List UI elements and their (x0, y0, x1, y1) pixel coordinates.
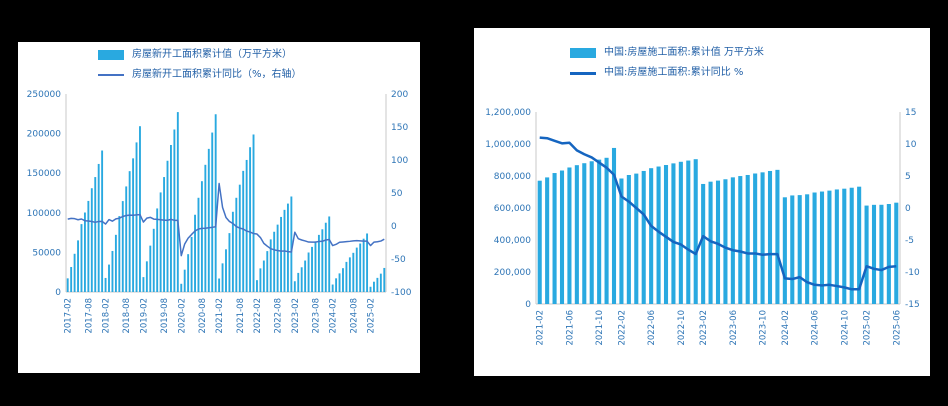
svg-text:1,000,000: 1,000,000 (485, 140, 531, 150)
svg-text:-5: -5 (905, 236, 914, 246)
svg-text:0: 0 (391, 222, 397, 232)
svg-text:2021-06: 2021-06 (565, 310, 575, 346)
legend-item-cumulative-value: 中国:房屋施工面积:累计值 万平方米 (570, 46, 910, 61)
svg-text:150: 150 (391, 123, 408, 133)
svg-text:50: 50 (391, 189, 403, 199)
legend-label: 房屋新开工面积累计同比（%，右轴） (132, 68, 302, 80)
svg-text:800,000: 800,000 (494, 172, 531, 182)
svg-text:50000: 50000 (32, 248, 61, 258)
svg-text:1,200,000: 1,200,000 (485, 108, 531, 118)
svg-text:2022-06: 2022-06 (647, 310, 657, 346)
svg-text:-100: -100 (391, 288, 412, 298)
svg-text:2018-08: 2018-08 (122, 298, 132, 334)
svg-text:2020-08: 2020-08 (198, 298, 208, 334)
svg-text:200,000: 200,000 (494, 268, 531, 278)
svg-text:200000: 200000 (27, 130, 62, 140)
svg-text:0: 0 (55, 288, 61, 298)
legend-label: 房屋新开工面积累计值（万平方米） (132, 49, 292, 60)
svg-text:2024-02: 2024-02 (781, 310, 791, 346)
svg-text:15: 15 (905, 108, 916, 118)
svg-text:600,000: 600,000 (494, 204, 531, 214)
legend-label: 中国:房屋施工面积:累计同比 % (604, 66, 744, 78)
svg-text:5: 5 (905, 172, 911, 182)
svg-text:0: 0 (525, 300, 531, 310)
svg-text:2021-10: 2021-10 (595, 310, 605, 346)
svg-text:0: 0 (905, 204, 911, 214)
legend-item-cumulative-value: 房屋新开工面积累计值（万平方米） (98, 48, 298, 63)
legend-construction-area: 中国:房屋施工面积:累计值 万平方米 中国:房屋施工面积:累计同比 % (570, 46, 910, 80)
legend-label: 中国:房屋施工面积:累计值 万平方米 (604, 47, 764, 58)
bar-series-swatch-icon (98, 50, 124, 60)
svg-text:2022-02: 2022-02 (617, 310, 627, 346)
svg-text:2020-02: 2020-02 (177, 298, 187, 334)
svg-text:2019-02: 2019-02 (139, 298, 149, 334)
legend-new-starts: 房屋新开工面积累计值（万平方米） 房屋新开工面积累计同比（%，右轴） (98, 48, 302, 83)
svg-text:2017-08: 2017-08 (84, 298, 94, 334)
svg-text:2024-06: 2024-06 (811, 310, 821, 346)
svg-text:2022-02: 2022-02 (253, 298, 263, 334)
svg-text:2025-02: 2025-02 (863, 310, 873, 346)
line-series-swatch-icon (98, 73, 124, 76)
svg-text:2022-10: 2022-10 (677, 310, 687, 346)
svg-text:2024-08: 2024-08 (349, 298, 359, 334)
new-starts-chart: 0 50000 100000 150000 200000 250000 -100 -50 0 50… (27, 90, 412, 334)
line-series-swatch-icon (570, 71, 596, 75)
svg-text:150000: 150000 (27, 169, 62, 179)
svg-text:2019-08: 2019-08 (160, 298, 170, 334)
svg-text:2023-06: 2023-06 (729, 310, 739, 346)
svg-text:-50: -50 (391, 255, 406, 265)
svg-text:2024-02: 2024-02 (329, 298, 339, 334)
bar-series-swatch-icon (570, 48, 596, 58)
svg-text:2021-08: 2021-08 (236, 298, 246, 334)
svg-text:2023-02: 2023-02 (291, 298, 301, 334)
svg-text:2023-02: 2023-02 (699, 310, 709, 346)
svg-text:2022-08: 2022-08 (274, 298, 284, 334)
svg-text:-10: -10 (905, 268, 920, 278)
svg-text:2025-06: 2025-06 (892, 310, 902, 346)
legend-item-yoy: 房屋新开工面积累计同比（%，右轴） (98, 68, 302, 83)
svg-text:2018-02: 2018-02 (102, 298, 112, 334)
svg-text:-15: -15 (905, 300, 920, 310)
svg-text:2025-02: 2025-02 (367, 298, 377, 334)
svg-text:250000: 250000 (27, 90, 62, 100)
svg-text:10: 10 (905, 140, 917, 150)
svg-text:100000: 100000 (27, 209, 62, 219)
svg-text:2023-10: 2023-10 (759, 310, 769, 346)
legend-item-yoy: 中国:房屋施工面积:累计同比 % (570, 66, 910, 81)
svg-text:2017-02: 2017-02 (64, 298, 74, 334)
svg-text:2021-02: 2021-02 (215, 298, 225, 334)
svg-text:2021-02: 2021-02 (536, 310, 546, 346)
svg-text:400,000: 400,000 (494, 236, 531, 246)
svg-text:200: 200 (391, 90, 408, 100)
svg-text:100: 100 (391, 156, 408, 166)
chart-panel-construction-area: 中国:房屋施工面积:累计值 万平方米 中国:房屋施工面积:累计同比 % 0 200… (474, 28, 930, 376)
svg-text:2024-10: 2024-10 (840, 310, 850, 346)
svg-text:2023-08: 2023-08 (311, 298, 321, 334)
construction-area-chart: 0 200,000 400,000 600,000 800,000 1,000,000 1,… (485, 108, 920, 346)
chart-panel-new-starts: 房屋新开工面积累计值（万平方米） 房屋新开工面积累计同比（%，右轴） 0 5000… (18, 42, 420, 373)
